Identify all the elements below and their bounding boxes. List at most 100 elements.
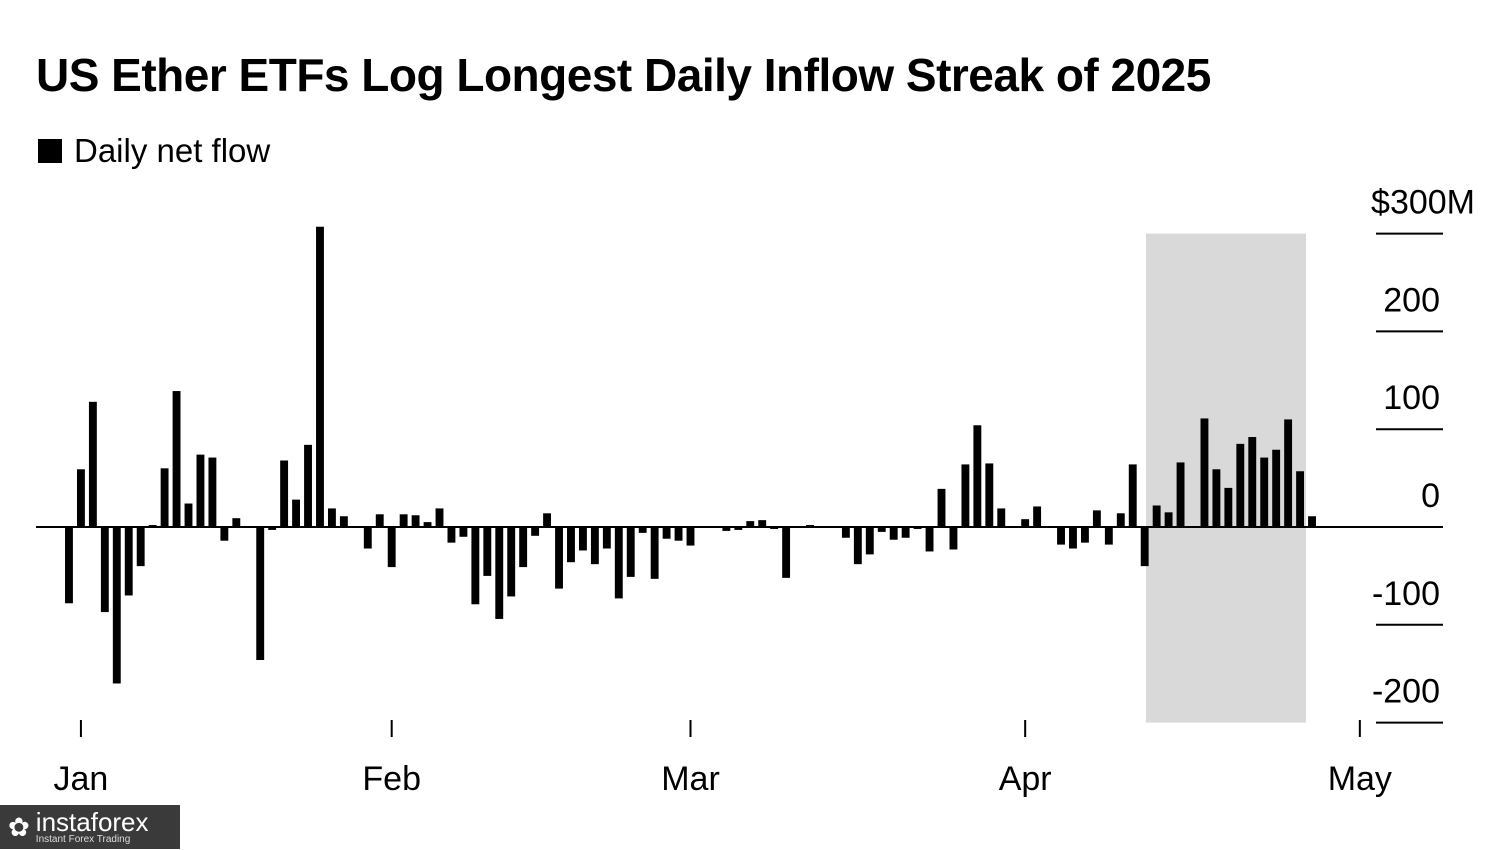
bar — [567, 527, 575, 563]
bar — [913, 527, 922, 529]
bar — [1021, 519, 1030, 527]
bar — [1116, 513, 1125, 527]
x-tick-label: Mar — [661, 760, 720, 798]
bar — [1009, 527, 1018, 528]
x-tick-label: Apr — [999, 760, 1052, 798]
bar — [184, 503, 193, 527]
bar — [722, 527, 731, 531]
bar — [1200, 418, 1209, 527]
bar — [985, 463, 994, 527]
bar — [65, 527, 73, 604]
bar — [1236, 443, 1245, 527]
bar — [877, 527, 886, 532]
bar — [949, 527, 958, 550]
bar — [1069, 527, 1077, 549]
logo-icon: ✿ — [8, 812, 30, 842]
bar — [1308, 516, 1316, 527]
bar — [531, 527, 540, 536]
bar — [411, 515, 420, 527]
bar — [519, 527, 528, 568]
bar — [112, 527, 121, 684]
bar — [387, 527, 396, 568]
bar — [818, 526, 826, 528]
bar — [794, 527, 803, 528]
bar — [1248, 437, 1257, 527]
bar — [483, 527, 492, 576]
bar — [1033, 506, 1042, 527]
bar — [172, 391, 181, 527]
bar — [435, 508, 444, 527]
bar — [148, 525, 157, 527]
bar — [1092, 510, 1101, 527]
bar — [758, 520, 767, 527]
bar — [925, 527, 934, 552]
bar — [304, 444, 312, 527]
bar — [686, 527, 695, 546]
bar — [638, 527, 647, 533]
chart-title: US Ether ETFs Log Longest Daily Inflow S… — [36, 49, 1211, 101]
bar — [1057, 527, 1065, 545]
bar — [160, 468, 169, 527]
bar — [746, 521, 755, 527]
bar — [100, 527, 109, 613]
x-tick-label: May — [1328, 760, 1392, 798]
bar — [339, 516, 348, 527]
bar — [1164, 512, 1173, 527]
bar — [806, 525, 814, 527]
y-tick-label: -100 — [1372, 575, 1440, 613]
bar — [459, 527, 468, 537]
x-tick-label: Feb — [362, 760, 421, 798]
bar — [399, 514, 408, 527]
bar — [232, 518, 241, 527]
bar — [901, 527, 910, 538]
bar — [1080, 527, 1089, 543]
bar — [292, 499, 301, 527]
bar — [1224, 487, 1233, 527]
y-tick-label: 200 — [1383, 281, 1440, 319]
bar — [710, 527, 719, 528]
bar — [602, 527, 611, 549]
bar — [88, 401, 97, 527]
bar — [1260, 457, 1269, 527]
bar — [770, 527, 779, 529]
bar — [1152, 505, 1161, 527]
bar — [1212, 469, 1221, 527]
bar — [280, 460, 289, 527]
y-tick-label: 100 — [1383, 379, 1440, 417]
bar — [256, 527, 265, 661]
bar — [1296, 471, 1305, 527]
bar — [1128, 464, 1137, 527]
bar — [1104, 527, 1113, 545]
bar — [650, 527, 659, 579]
bar — [997, 508, 1006, 527]
bar — [423, 522, 432, 527]
bar — [961, 464, 970, 527]
bar — [375, 514, 384, 527]
bar — [973, 425, 982, 527]
bar — [196, 454, 205, 527]
y-tick-label: $300M — [1371, 184, 1475, 222]
bar — [674, 527, 683, 541]
bar — [1188, 527, 1197, 528]
bar — [614, 527, 623, 599]
bar — [316, 226, 324, 527]
bar — [578, 527, 587, 551]
bar — [268, 527, 277, 530]
bar — [1176, 462, 1185, 527]
bar — [351, 527, 360, 528]
bar — [220, 527, 229, 541]
watermark-brand: instaforex — [35, 807, 149, 837]
bar — [1045, 527, 1054, 528]
bar — [327, 508, 336, 527]
bar — [698, 527, 707, 528]
bar — [734, 527, 743, 530]
bar — [662, 527, 671, 539]
watermark-logo: ✿ instaforex Instant Forex Trading — [0, 805, 180, 849]
legend: Daily net flow — [38, 132, 270, 170]
bar — [208, 457, 217, 527]
bar — [507, 527, 516, 597]
highlight-band — [1146, 233, 1306, 723]
x-tick-label: Jan — [54, 760, 109, 798]
bar — [841, 527, 850, 538]
